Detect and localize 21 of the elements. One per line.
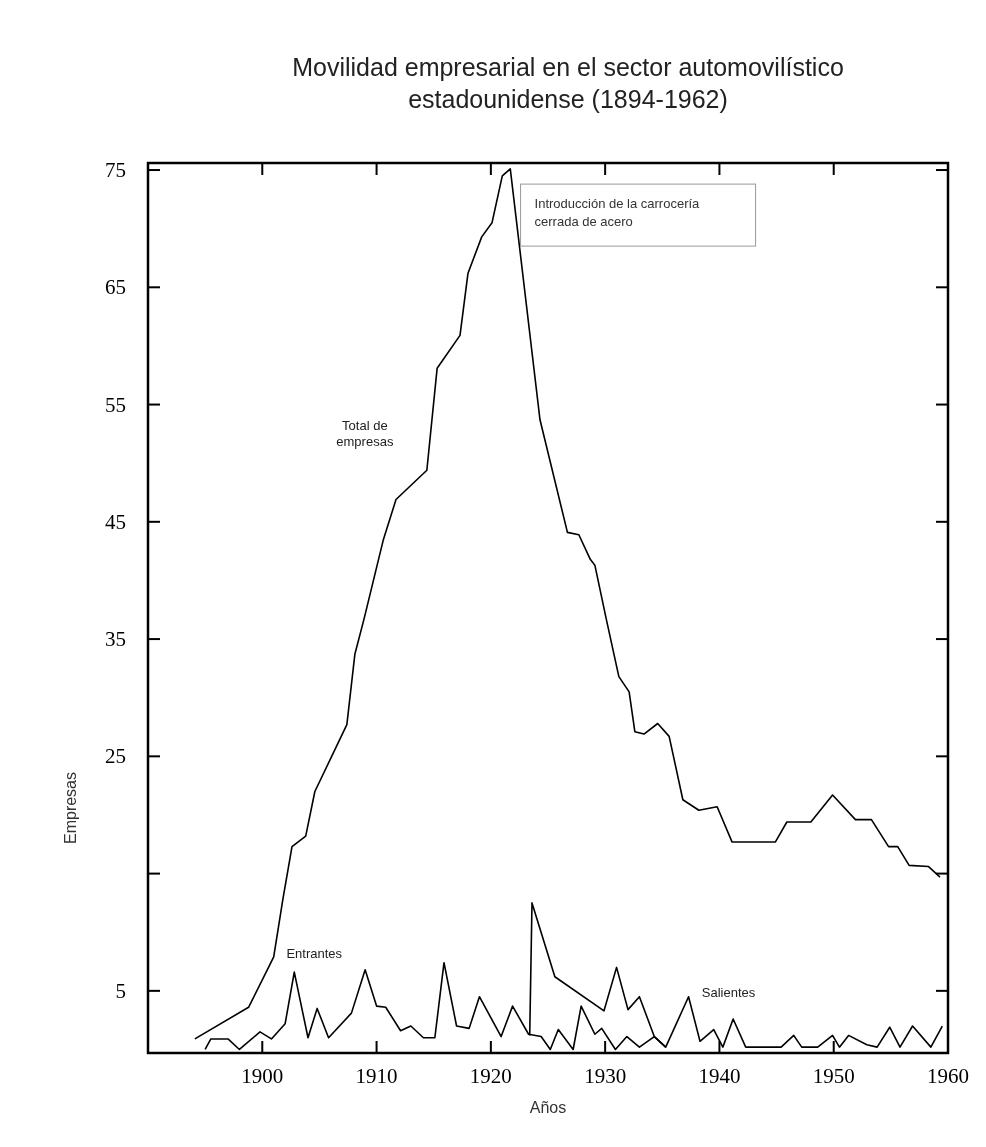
chart-title: Movilidad empresarial en el sector automovilístico estadounidense (1894-1962) — [292, 53, 844, 113]
x-tick-label: 1960 — [927, 1064, 969, 1088]
x-tick-label: 1920 — [469, 1064, 512, 1088]
y-tick-label: 65 — [105, 275, 126, 300]
y-tick-label: 35 — [105, 627, 126, 652]
y-axis-title: Empresas — [62, 771, 79, 845]
x-axis-title: Años — [529, 1099, 567, 1116]
y-tick-label: 75 — [105, 158, 126, 183]
x-tick-label: 1930 — [584, 1064, 627, 1088]
y-tick-label: 45 — [105, 509, 126, 534]
series-label: Entrantes — [286, 946, 343, 962]
x-tick-label: 1900 — [241, 1064, 284, 1088]
x-tick-label: 1910 — [355, 1064, 398, 1088]
series-label: Salientes — [701, 984, 756, 1000]
y-tick-label: 5 — [115, 978, 126, 1003]
annotation: Introducción de la carrocería cerrada de acero — [534, 196, 701, 230]
x-tick-label: 1940 — [698, 1064, 741, 1088]
text: Total de empresas — [336, 418, 394, 450]
x-tick-label: 1950 — [812, 1064, 855, 1088]
y-tick-label: 25 — [105, 744, 126, 769]
y-tick-label: 55 — [105, 392, 126, 417]
